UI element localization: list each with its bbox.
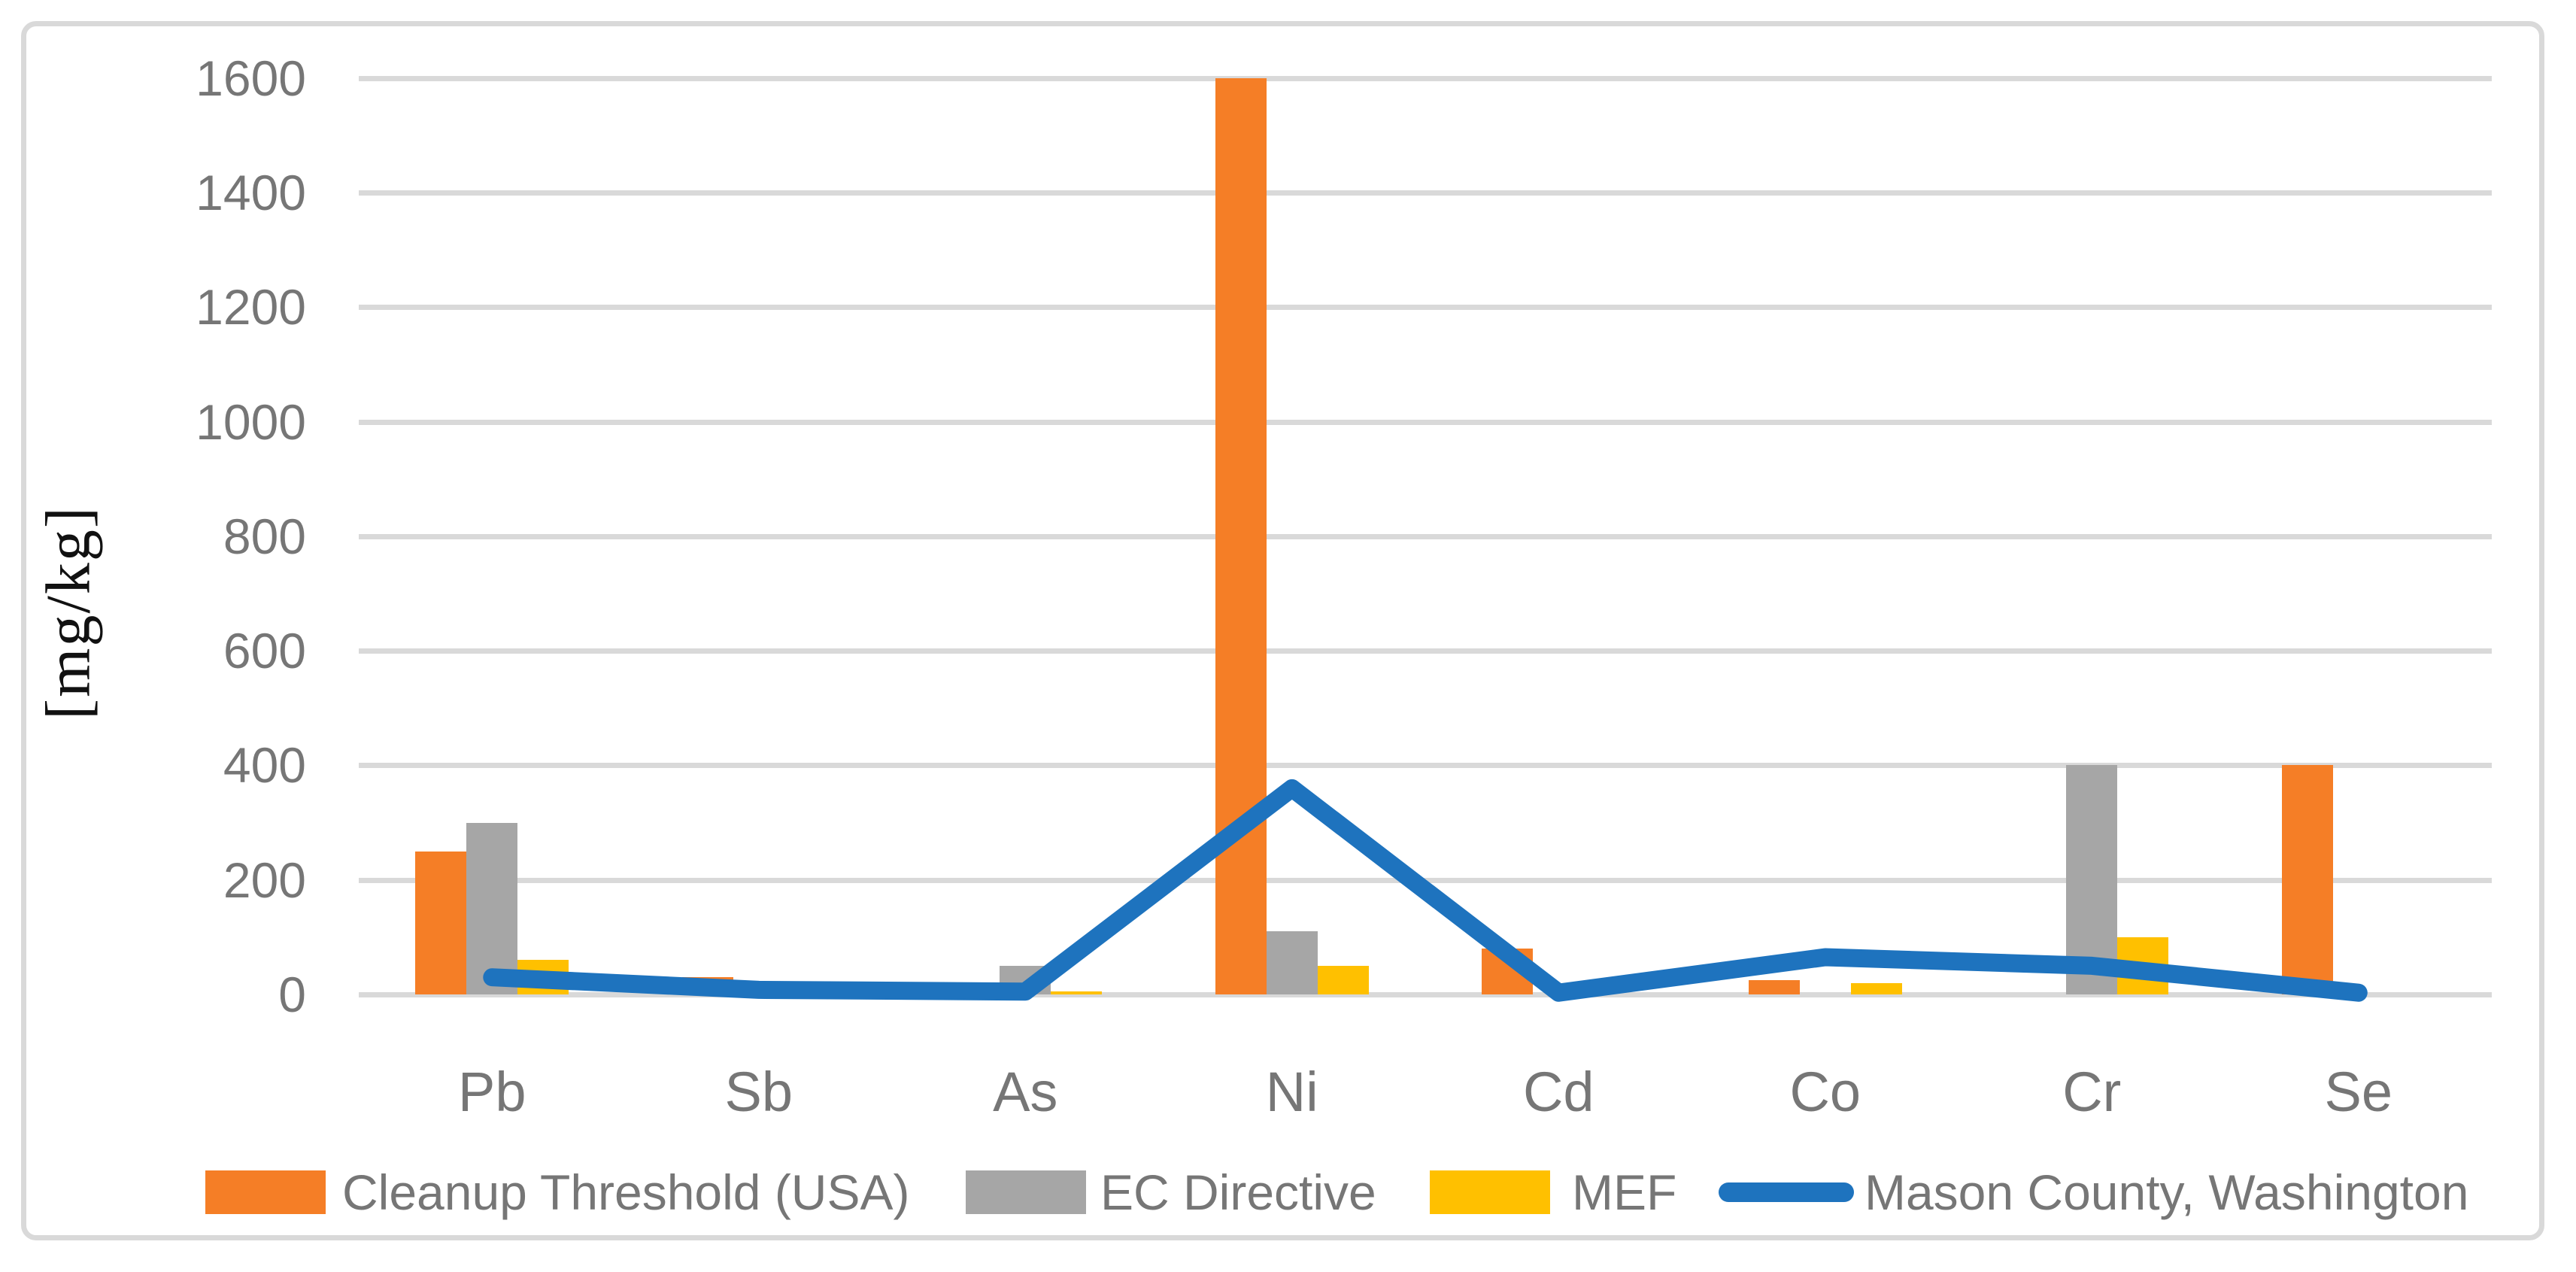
x-category-label: Cr bbox=[2062, 1061, 2122, 1123]
bar-ec-directive bbox=[1266, 931, 1318, 994]
y-tick-label: 400 bbox=[223, 737, 306, 794]
y-tick-label: 1400 bbox=[196, 165, 306, 221]
x-category-label: Se bbox=[2324, 1061, 2392, 1123]
y-tick-label: 1000 bbox=[196, 393, 306, 450]
x-category-label: Cd bbox=[1522, 1061, 1594, 1123]
gridline bbox=[359, 190, 2492, 196]
bar-cleanup-threshold-usa bbox=[2281, 765, 2333, 994]
y-tick-label: 800 bbox=[223, 508, 306, 564]
x-category-label: Pb bbox=[457, 1061, 526, 1123]
bar-mef bbox=[1850, 982, 1902, 994]
bar-mef bbox=[1317, 965, 1369, 994]
gridline bbox=[359, 763, 2492, 769]
gridline bbox=[359, 75, 2492, 81]
x-category-label: As bbox=[993, 1061, 1058, 1123]
y-tick-label: 200 bbox=[223, 852, 306, 908]
bar-cleanup-threshold-usa bbox=[1748, 979, 1800, 994]
line-mason-county-washington bbox=[483, 779, 2368, 1002]
gridline bbox=[359, 648, 2492, 654]
x-category-label: Ni bbox=[1265, 1061, 1318, 1123]
bar-cleanup-threshold-usa bbox=[415, 851, 467, 994]
gridline bbox=[359, 533, 2492, 539]
gridline bbox=[359, 419, 2492, 425]
y-tick-label: 1600 bbox=[196, 50, 306, 106]
gridline bbox=[359, 992, 2492, 997]
bar-mef bbox=[1051, 991, 1103, 994]
y-tick-label: 1200 bbox=[196, 279, 306, 335]
chart-border bbox=[21, 21, 2544, 1240]
y-tick-label: 0 bbox=[278, 967, 306, 1022]
gridline bbox=[359, 305, 2492, 311]
x-category-label: Sb bbox=[724, 1061, 793, 1123]
y-tick-label: 600 bbox=[223, 623, 306, 679]
bar-ec-directive bbox=[466, 822, 518, 994]
x-category-label: Co bbox=[1789, 1061, 1861, 1123]
